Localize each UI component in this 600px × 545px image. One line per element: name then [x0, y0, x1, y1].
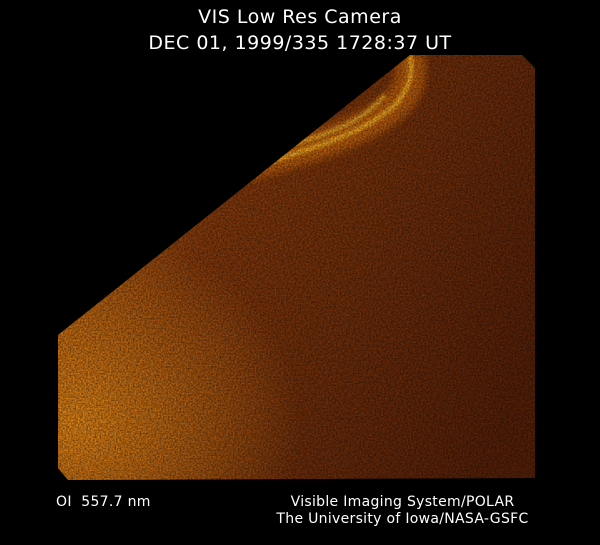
- filter-wavelength-label: OI 557.7 nm: [56, 494, 151, 510]
- credit-block: Visible Imaging System/POLAR The Univers…: [250, 494, 555, 528]
- image-timestamp: DEC 01, 1999/335 1728:37 UT: [148, 32, 452, 54]
- credit-institution: The University of Iowa/NASA-GSFC: [276, 511, 529, 527]
- credit-instrument: Visible Imaging System/POLAR: [290, 494, 515, 510]
- image-title: VIS Low Res Camera: [198, 6, 402, 28]
